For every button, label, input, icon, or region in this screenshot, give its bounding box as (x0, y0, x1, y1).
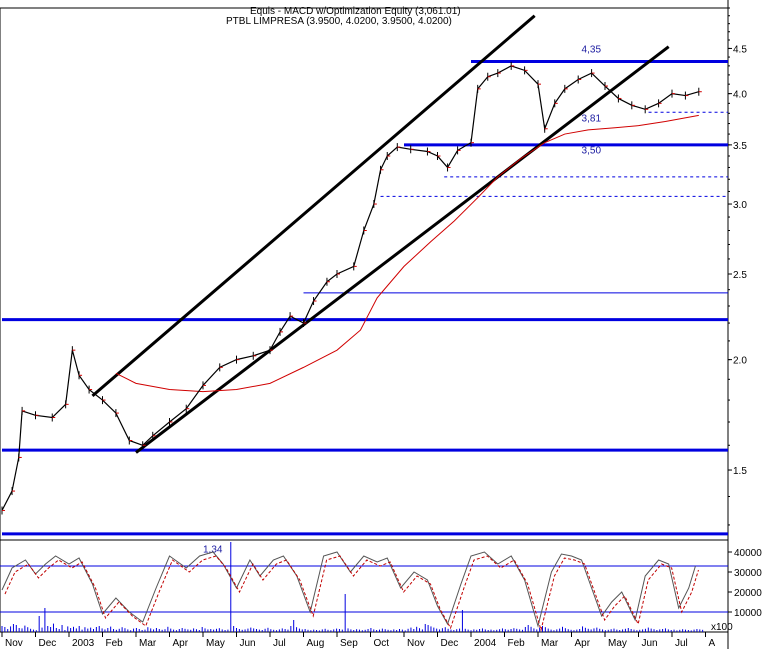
moving-average-line (115, 114, 699, 393)
x-tick-label-14: 2004 (474, 638, 497, 649)
x-tick-label-6: May (206, 638, 225, 649)
price-tick-label-5: 4.0 (733, 90, 747, 101)
price-axis-ticks: 1.5 2.0 2.5 3.0 3.5 4.0 4.5 (728, 7, 747, 526)
x-tick-label-20: Jul (675, 638, 688, 649)
lower-tick-label-2: 30000 (734, 568, 762, 579)
channel-line-0 (91, 14, 536, 397)
x-tick-label-3: Feb (106, 638, 124, 649)
x-tick-label-10: Sep (340, 638, 358, 649)
annotation-0: 4,35 (582, 45, 602, 56)
price-tick-label-3: 3.0 (733, 200, 747, 211)
lower-tick-label-1: 20000 (734, 588, 762, 599)
x-tick-label-17: Apr (575, 638, 591, 649)
x-tick-label-8: Jul (273, 638, 286, 649)
x-tick-label-21: A (709, 638, 716, 649)
price-panel-frame (0, 7, 729, 541)
x-tick-label-16: Mar (541, 638, 559, 649)
price-tick-label-4: 3.5 (733, 141, 747, 152)
price-tick-label-2: 2.5 (733, 270, 747, 281)
lower-tick-label-3: 40000 (734, 548, 762, 559)
level-annotations: 4,35 3,81 3,50 1,34 (203, 45, 601, 556)
x-tick-label-2: 2003 (72, 638, 95, 649)
x-tick-label-0: Nov (5, 638, 23, 649)
x-tick-label-1: Dec (39, 638, 57, 649)
x-tick-label-18: May (608, 638, 627, 649)
oscillator-grid (0, 565, 728, 613)
lower-tick-label-0: 10000 (734, 608, 762, 619)
date-axis-ticks: Nov Dec 2003 Feb Mar Apr May Jun Jul Aug Sep Oct Nov… (1, 632, 716, 649)
support-resistance-lines (2, 59, 728, 536)
oscillator-signal-line (4, 555, 699, 632)
oscillator-axis-ticks: 10000 20000 30000 40000 (728, 548, 762, 619)
x-tick-label-19: Jun (642, 638, 658, 649)
lower-units-label: x100 (711, 622, 733, 633)
x-tick-label-15: Feb (508, 638, 526, 649)
x-tick-label-9: Aug (307, 638, 325, 649)
x-tick-label-4: Mar (139, 638, 157, 649)
volume-bars (1, 542, 704, 632)
x-tick-label-7: Jun (240, 638, 256, 649)
price-tick-label-0: 1.5 (733, 466, 747, 477)
x-tick-label-13: Dec (441, 638, 459, 649)
annotation-2: 3,50 (582, 146, 602, 157)
x-tick-label-5: Apr (173, 638, 189, 649)
x-tick-label-11: Oct (374, 638, 390, 649)
chart-title: Equis - MACD w/Optimization Equity (3,06… (250, 6, 461, 17)
moving-average-series (115, 114, 699, 393)
chart-subtitle: PTBL LIMPRESA (3.9500, 4.0200, 3.9500, 4… (226, 16, 452, 27)
annotation-3: 1,34 (203, 544, 223, 555)
x-tick-label-12: Nov (407, 638, 425, 649)
price-tick-label-6: 4.5 (733, 44, 747, 55)
price-tick-label-1: 2.0 (733, 356, 747, 367)
oscillator-panel-frame (0, 539, 729, 633)
annotation-1: 3,81 (582, 113, 602, 124)
oscillator-line (1, 551, 696, 628)
channel-line-1 (135, 45, 670, 454)
oscillator-series (1, 551, 699, 632)
price-series (1, 61, 702, 515)
trend-channel-lines (91, 14, 670, 454)
